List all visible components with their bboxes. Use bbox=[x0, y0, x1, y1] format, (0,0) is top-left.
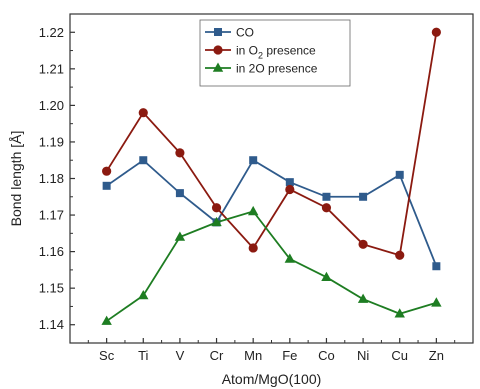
series-2 bbox=[101, 205, 442, 325]
series-layer bbox=[101, 27, 442, 325]
x-tick-label: Ni bbox=[357, 348, 369, 363]
x-tick-label: Co bbox=[318, 348, 335, 363]
legend-label-part: in 2O presence bbox=[236, 62, 318, 76]
data-point bbox=[284, 253, 296, 263]
data-point bbox=[322, 192, 331, 201]
data-point bbox=[175, 148, 185, 158]
y-tick-label: 1.22 bbox=[39, 25, 64, 40]
y-tick-label: 1.15 bbox=[39, 281, 64, 296]
data-point bbox=[102, 181, 111, 190]
legend-marker bbox=[213, 45, 223, 55]
data-point bbox=[431, 297, 442, 307]
data-point bbox=[175, 189, 184, 198]
data-point bbox=[138, 289, 149, 300]
y-tick-label: 1.18 bbox=[39, 171, 64, 186]
data-point bbox=[285, 184, 295, 195]
data-point bbox=[174, 231, 186, 241]
legend-marker bbox=[212, 62, 224, 72]
legend-item: CO bbox=[205, 26, 254, 40]
series-line bbox=[106, 210, 437, 322]
legend-item: in O2 presence bbox=[205, 44, 316, 61]
series-1 bbox=[102, 27, 441, 260]
data-point bbox=[138, 108, 148, 118]
y-tick-label: 1.17 bbox=[39, 208, 64, 223]
x-tick-label: Sc bbox=[99, 348, 115, 363]
y-axis: 1.14 1.15 1.16 1.17 1.18 1.19 1.20 1.21 1.22 bbox=[39, 25, 75, 332]
data-point bbox=[247, 205, 259, 216]
data-point bbox=[395, 170, 404, 179]
data-point bbox=[321, 203, 332, 213]
data-point bbox=[248, 243, 258, 253]
series-line bbox=[105, 32, 438, 257]
y-tick-label: 1.16 bbox=[39, 244, 64, 259]
data-point bbox=[101, 315, 112, 325]
legend-label-part: in O bbox=[236, 44, 258, 58]
data-point bbox=[102, 166, 112, 176]
x-axis-title: Atom/MgO(100) bbox=[222, 371, 322, 387]
y-axis-title: Bond length [Å] bbox=[8, 131, 24, 227]
y-tick-label: 1.21 bbox=[39, 61, 64, 76]
x-tick-label: Cu bbox=[391, 348, 408, 363]
data-point bbox=[211, 203, 222, 213]
legend-label-part: 2 bbox=[258, 51, 263, 61]
data-point bbox=[359, 192, 368, 201]
data-point bbox=[249, 156, 258, 165]
data-point bbox=[139, 156, 148, 165]
data-point bbox=[395, 250, 405, 260]
legend-item: in 2O presence bbox=[205, 62, 318, 76]
y-tick-label: 1.19 bbox=[39, 134, 64, 149]
data-point bbox=[358, 239, 368, 249]
y-tick-label: 1.14 bbox=[39, 317, 64, 332]
x-tick-label: Ti bbox=[138, 348, 148, 363]
x-tick-label: Fe bbox=[282, 348, 297, 363]
data-point bbox=[211, 216, 222, 227]
y-tick-label: 1.20 bbox=[39, 98, 64, 113]
data-point bbox=[285, 178, 294, 187]
legend-label: CO bbox=[236, 26, 254, 40]
series-line bbox=[106, 158, 438, 267]
x-tick-label: Mn bbox=[244, 348, 262, 363]
data-point bbox=[431, 27, 441, 37]
data-point bbox=[357, 293, 369, 303]
x-tick-label: Cr bbox=[210, 348, 224, 363]
data-point bbox=[394, 308, 405, 318]
legend-label: in 2O presence bbox=[236, 62, 318, 76]
x-tick-label: V bbox=[176, 348, 185, 363]
legend-label-part: presence bbox=[263, 44, 316, 58]
data-point bbox=[432, 262, 441, 271]
legend-label: in O2 presence bbox=[236, 44, 316, 61]
data-point bbox=[321, 271, 332, 281]
x-tick-label: Zn bbox=[429, 348, 444, 363]
legend-marker bbox=[214, 28, 222, 36]
x-axis: Sc Ti V Cr Mn Fe Co Ni Cu Zn bbox=[87, 338, 456, 363]
legend-label-part: CO bbox=[236, 26, 254, 40]
legend-box bbox=[199, 19, 351, 87]
